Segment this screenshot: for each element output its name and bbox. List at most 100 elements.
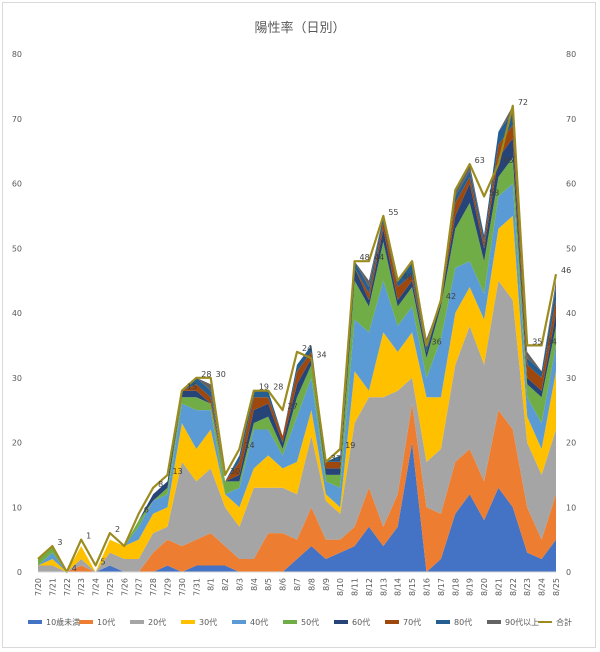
x-tick-label: 7/24 (92, 578, 101, 596)
x-tick-label: 8/20 (480, 578, 489, 596)
area-series-2 (38, 280, 556, 572)
data-label: 34 (547, 337, 557, 346)
data-label: 13 (173, 467, 183, 476)
x-tick-label: 7/20 (34, 578, 43, 596)
legend-label: 50代 (301, 617, 319, 627)
y-tick-left: 80 (12, 50, 22, 59)
legend-label: 90代以上 (505, 617, 539, 627)
data-label: 3 (57, 538, 62, 547)
chart-title: 陽性率（日別） (254, 20, 345, 36)
legend-label: 20代 (148, 617, 166, 627)
y-tick-left: 60 (12, 180, 22, 189)
x-tick-label: 7/22 (63, 578, 72, 596)
x-tick-label: 7/31 (192, 578, 201, 596)
data-label: 44 (374, 253, 384, 262)
legend: 10歳未満 10代 20代 30代 40代 50代 60代 70代 80代 90代以上 合計 (28, 617, 572, 627)
data-label: 48 (403, 273, 413, 282)
data-label: 48 (360, 253, 370, 262)
x-tick-label: 8/17 (437, 578, 446, 596)
x-tick-label: 8/9 (322, 578, 331, 591)
area-series-3 (38, 215, 556, 572)
data-label: 72 (518, 98, 528, 107)
area-series-4 (38, 183, 556, 572)
x-tick-label: 7/26 (120, 578, 129, 596)
data-label: 2 (115, 525, 120, 534)
legend-swatch (28, 620, 42, 624)
x-tick-label: 8/3 (235, 578, 244, 591)
data-label: 15 (187, 383, 197, 392)
x-tick-label: 7/30 (178, 578, 187, 596)
x-tick-label: 8/25 (552, 578, 561, 596)
data-label: 1 (86, 532, 91, 541)
y-tick-right: 80 (566, 50, 576, 59)
x-tick-label: 7/28 (149, 578, 158, 596)
x-tick-label: 8/21 (494, 578, 503, 596)
y-tick-right: 60 (566, 180, 576, 189)
y-tick-right: 40 (566, 309, 576, 318)
legend-swatch (232, 620, 246, 624)
total-line (37, 104, 558, 574)
x-tick-label: 8/13 (379, 578, 388, 596)
data-label: 30 (230, 467, 240, 476)
legend-label: 60代 (352, 617, 370, 627)
legend-label: 30代 (199, 617, 217, 627)
y-tick-right: 10 (566, 503, 576, 512)
data-label: 46 (561, 266, 571, 275)
legend-label: 10歳未満 (46, 617, 80, 627)
data-label: 19 (345, 441, 355, 450)
y-tick-left: 70 (12, 115, 22, 124)
y-tick-right: 70 (566, 115, 576, 124)
data-label: 19 (259, 383, 269, 392)
legend-swatch (385, 620, 399, 624)
x-tick-label: 8/18 (451, 578, 460, 596)
data-label: 5 (101, 558, 106, 567)
x-tick-label: 8/15 (408, 578, 417, 596)
x-tick-label: 8/7 (293, 578, 302, 591)
x-tick-label: 8/10 (336, 578, 345, 596)
legend-label: 合計 (556, 617, 572, 627)
stacked-areas (37, 104, 558, 574)
area-series-0 (38, 442, 556, 572)
y-tick-left: 30 (12, 374, 22, 383)
data-label: 28 (201, 370, 211, 379)
data-label: 28 (273, 383, 283, 392)
data-label: 24 (302, 344, 312, 353)
x-tick-label: 8/24 (538, 578, 547, 596)
y-tick-right: 20 (566, 439, 576, 448)
y-axis-right: 0 10 20 30 40 50 60 70 80 (566, 50, 576, 577)
legend-swatch (334, 620, 348, 624)
y-tick-left: 0 (17, 568, 22, 577)
x-tick-label: 7/21 (48, 578, 57, 596)
y-tick-right: 0 (566, 568, 571, 577)
x-tick-label: 7/27 (135, 578, 144, 596)
x-tick-label: 8/4 (250, 578, 259, 591)
x-tick-label: 8/6 (279, 578, 288, 591)
x-tick-label: 8/19 (466, 578, 475, 596)
y-tick-left: 50 (12, 244, 22, 253)
data-label: 55 (388, 208, 398, 217)
data-label: 14 (244, 441, 254, 450)
legend-swatch (130, 620, 144, 624)
legend-label: 10代 (97, 617, 115, 627)
x-tick-label: 8/14 (394, 578, 403, 596)
y-tick-left: 10 (12, 503, 22, 512)
y-tick-right: 50 (566, 244, 576, 253)
legend-swatch (436, 620, 450, 624)
data-label: 65 (503, 156, 513, 165)
x-tick-label: 8/16 (423, 578, 432, 596)
x-tick-label: 7/25 (106, 578, 115, 596)
y-axis-left: 0 10 20 30 40 50 60 70 80 (12, 50, 22, 577)
legend-label: 70代 (403, 617, 421, 627)
data-label: 58 (489, 188, 499, 197)
x-tick-label: 8/12 (365, 578, 374, 596)
data-label: 35 (532, 337, 542, 346)
y-tick-right: 30 (566, 374, 576, 383)
data-label: 30 (216, 370, 226, 379)
x-tick-label: 8/23 (523, 578, 532, 596)
area-series-1 (38, 403, 556, 572)
legend-label: 80代 (454, 617, 472, 627)
x-tick-label: 8/11 (351, 578, 360, 596)
legend-swatch (487, 620, 501, 624)
data-label: 27 (288, 402, 298, 411)
